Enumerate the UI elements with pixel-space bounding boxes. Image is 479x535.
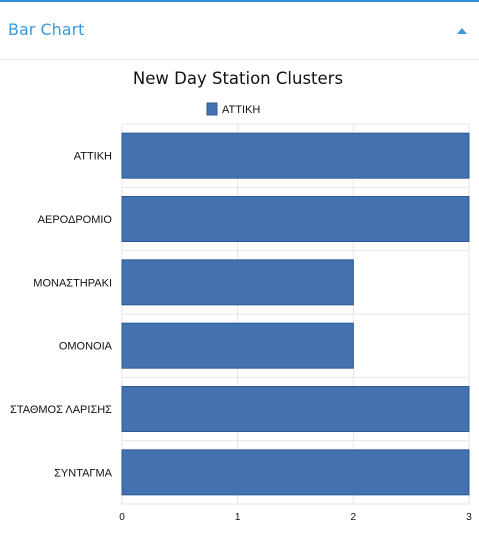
x-axis-ticks: 0 1 2 3 <box>119 512 472 523</box>
collapse-caret-icon[interactable] <box>457 28 467 34</box>
bars <box>121 132 470 496</box>
category-label: ΣΥΝΤΑΓΜΑ <box>54 467 113 479</box>
legend[interactable]: ΑΤΤΙΚΗ <box>206 102 260 116</box>
panel-title: Bar Chart <box>8 20 85 39</box>
category-label: ΣΤΑΘΜΟΣ ΛΑΡΙΣΗΣ <box>10 404 112 416</box>
bar[interactable] <box>121 322 354 369</box>
bar[interactable] <box>121 259 354 306</box>
category-label: ΜΟΝΑΣΤΗΡΑΚΙ <box>33 277 112 289</box>
panel-header[interactable]: Bar Chart <box>0 2 479 60</box>
bar[interactable] <box>121 449 470 496</box>
gridlines <box>121 123 470 505</box>
bar[interactable] <box>121 132 470 179</box>
x-tick-label: 0 <box>119 512 125 523</box>
bar[interactable] <box>121 196 470 242</box>
x-tick-label: 1 <box>235 512 241 523</box>
category-label: ΑΕΡΟΔΡΟΜΙΟ <box>38 214 113 226</box>
category-label: ΑΤΤΙΚΗ <box>74 151 112 163</box>
legend-swatch[interactable] <box>206 102 218 116</box>
bar[interactable] <box>121 386 470 432</box>
x-tick-label: 2 <box>351 512 357 523</box>
category-label: ΟΜΟΝΟΙΑ <box>59 341 113 353</box>
legend-label[interactable]: ΑΤΤΙΚΗ <box>222 104 260 116</box>
chart-title: New Day Station Clusters <box>133 69 343 88</box>
category-labels: ΑΤΤΙΚΗ ΑΕΡΟΔΡΟΜΙΟ ΜΟΝΑΣΤΗΡΑΚΙ ΟΜΟΝΟΙΑ ΣΤΑΘΜΟ… <box>10 151 113 480</box>
x-tick-label: 3 <box>466 512 472 523</box>
